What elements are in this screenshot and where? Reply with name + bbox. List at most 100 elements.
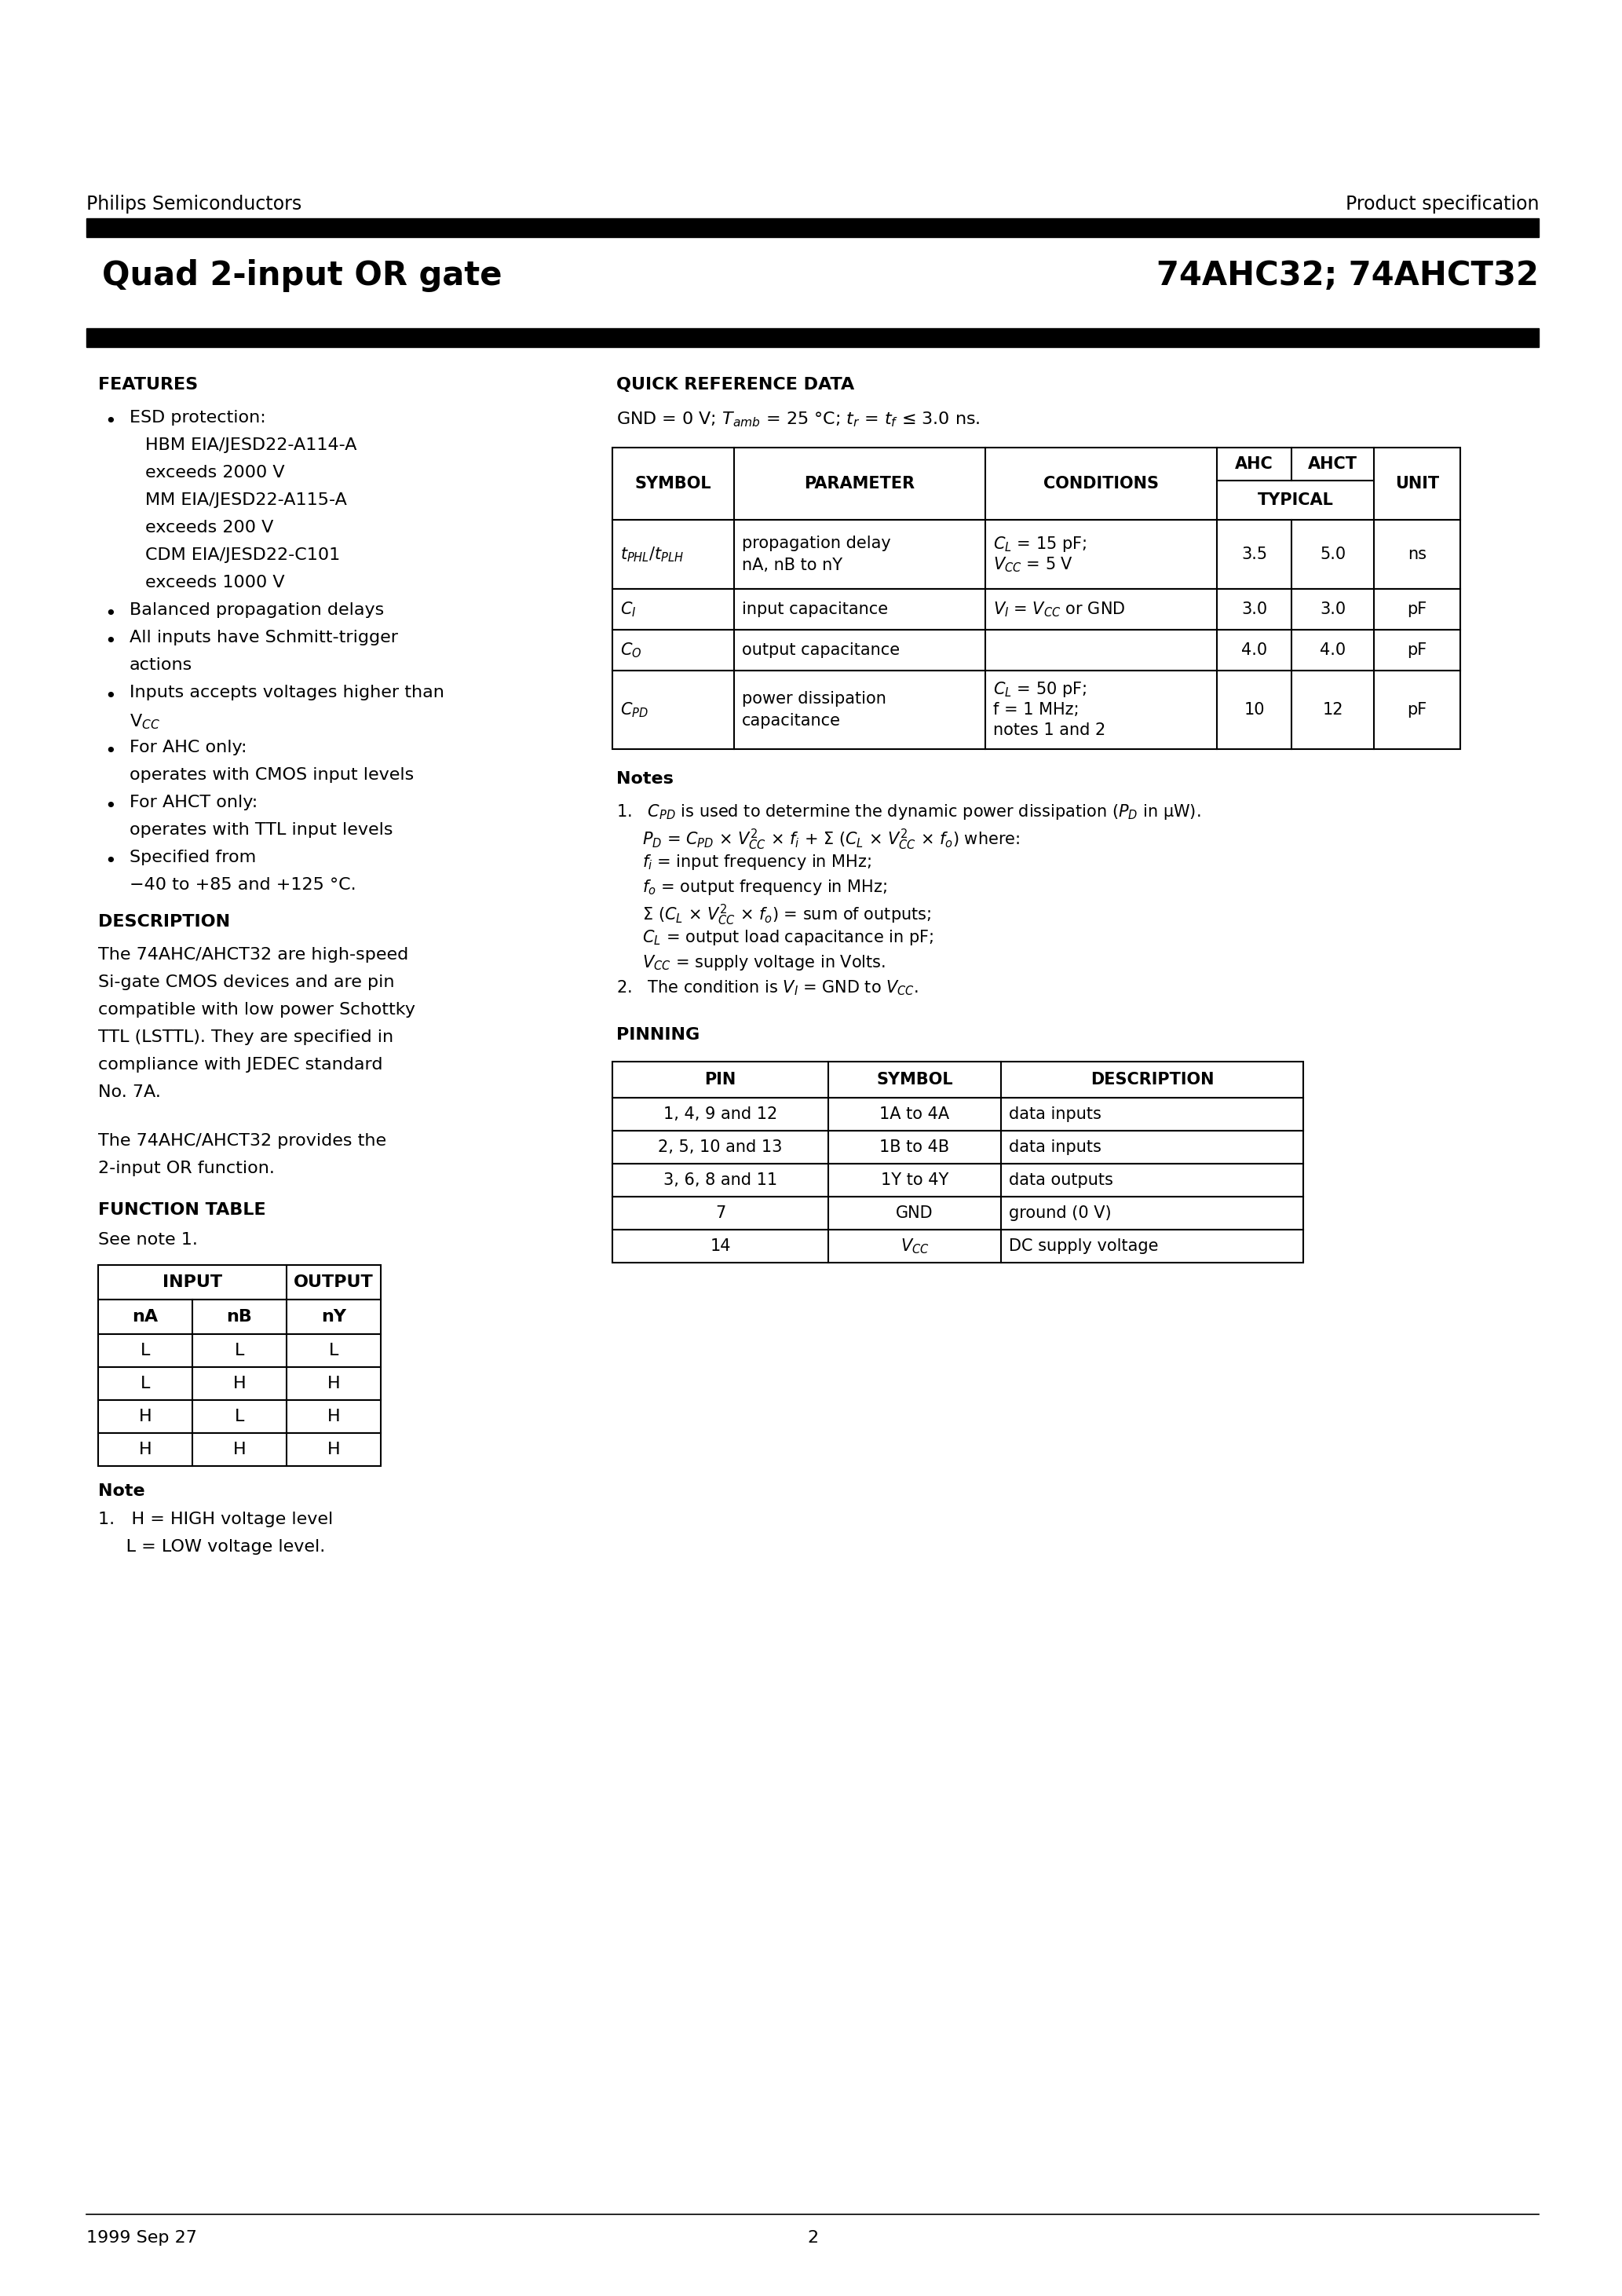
Text: CDM EIA/JESD22-C101: CDM EIA/JESD22-C101 (146, 546, 341, 563)
Bar (99, 1401, 381, 1433)
Text: Quad 2-input OR gate: Quad 2-input OR gate (102, 259, 503, 292)
Text: 3.0: 3.0 (1241, 602, 1267, 618)
Text: Σ ($C_L$ × $V_{CC}^2$ × $f_o$) = sum of outputs;: Σ ($C_L$ × $V_{CC}^2$ × $f_o$) = sum of … (616, 902, 931, 928)
Text: Balanced propagation delays: Balanced propagation delays (130, 602, 384, 618)
Text: Notes: Notes (616, 771, 673, 788)
Text: 4.0: 4.0 (1241, 643, 1267, 659)
Text: $C_L$ = 50 pF;: $C_L$ = 50 pF; (993, 680, 1087, 698)
Text: L: L (235, 1343, 245, 1359)
Text: L: L (141, 1343, 151, 1359)
Text: •: • (104, 604, 117, 625)
Text: $P_D$ = $C_{PD}$ × $V_{CC}^2$ × $f_i$ + Σ ($C_L$ × $V_{CC}^2$ × $f_o$) where:: $P_D$ = $C_{PD}$ × $V_{CC}^2$ × $f_i$ + … (616, 827, 1020, 852)
Text: pF: pF (1408, 643, 1427, 659)
Text: AHC: AHC (1234, 457, 1273, 473)
Text: 74AHC32; 74AHCT32: 74AHC32; 74AHCT32 (1156, 259, 1539, 292)
Text: FEATURES: FEATURES (99, 377, 198, 393)
Text: $V_{CC}$ = 5 V: $V_{CC}$ = 5 V (993, 556, 1074, 574)
Bar (613, 629, 1460, 670)
Text: nA: nA (133, 1309, 159, 1325)
Text: pF: pF (1408, 602, 1427, 618)
Text: $V_{CC}$: $V_{CC}$ (900, 1238, 929, 1256)
Text: PARAMETER: PARAMETER (805, 475, 915, 491)
Text: 1A to 4A: 1A to 4A (879, 1107, 949, 1123)
Text: H: H (328, 1375, 341, 1391)
Text: MM EIA/JESD22-A115-A: MM EIA/JESD22-A115-A (146, 491, 347, 507)
Text: $f_o$ = output frequency in MHz;: $f_o$ = output frequency in MHz; (616, 877, 887, 898)
Text: input capacitance: input capacitance (741, 602, 887, 618)
Text: nB: nB (227, 1309, 253, 1325)
Text: 3.0: 3.0 (1320, 602, 1346, 618)
Text: •: • (104, 852, 117, 870)
Text: compatible with low power Schottky: compatible with low power Schottky (99, 1001, 415, 1017)
Text: HBM EIA/JESD22-A114-A: HBM EIA/JESD22-A114-A (146, 436, 357, 452)
Text: 2, 5, 10 and 13: 2, 5, 10 and 13 (659, 1139, 782, 1155)
Text: 10: 10 (1244, 703, 1265, 719)
Text: No. 7A.: No. 7A. (99, 1084, 161, 1100)
Bar (613, 670, 1460, 748)
Bar (613, 588, 1460, 629)
Text: 3.5: 3.5 (1241, 546, 1267, 563)
Text: 12: 12 (1322, 703, 1343, 719)
Bar (99, 1433, 381, 1467)
Text: •: • (104, 631, 117, 652)
Text: propagation delay: propagation delay (741, 535, 890, 551)
Text: f = 1 MHz;: f = 1 MHz; (993, 703, 1079, 719)
Text: GND = 0 V; $T_{amb}$ = 25 °C; $t_{r}$ = $t_{f}$ ≤ 3.0 ns.: GND = 0 V; $T_{amb}$ = 25 °C; $t_{r}$ = … (616, 411, 980, 429)
Text: L: L (329, 1343, 339, 1359)
Text: QUICK REFERENCE DATA: QUICK REFERENCE DATA (616, 377, 855, 393)
Text: For AHCT only:: For AHCT only: (130, 794, 258, 810)
Text: 14: 14 (710, 1238, 732, 1254)
Text: operates with TTL input levels: operates with TTL input levels (130, 822, 393, 838)
Text: GND: GND (895, 1205, 933, 1221)
Text: CONDITIONS: CONDITIONS (1043, 475, 1158, 491)
Text: L = LOW voltage level.: L = LOW voltage level. (99, 1538, 326, 1554)
Text: actions: actions (130, 657, 193, 673)
Text: Si-gate CMOS devices and are pin: Si-gate CMOS devices and are pin (99, 974, 394, 990)
Bar (613, 1196, 1302, 1231)
Text: $C_L$ = 15 pF;: $C_L$ = 15 pF; (993, 535, 1087, 553)
Bar (86, 328, 1539, 347)
Text: Inputs accepts voltages higher than: Inputs accepts voltages higher than (130, 684, 444, 700)
Text: $C_{PD}$: $C_{PD}$ (620, 700, 649, 719)
Bar (99, 1265, 381, 1300)
Text: Philips Semiconductors: Philips Semiconductors (86, 195, 302, 214)
Text: 5.0: 5.0 (1320, 546, 1346, 563)
Text: ESD protection:: ESD protection: (130, 411, 266, 425)
Text: DESCRIPTION: DESCRIPTION (1090, 1072, 1213, 1088)
Text: INPUT: INPUT (162, 1274, 222, 1290)
Text: nY: nY (321, 1309, 345, 1325)
Text: SYMBOL: SYMBOL (634, 475, 712, 491)
Bar (613, 1231, 1302, 1263)
Text: FUNCTION TABLE: FUNCTION TABLE (99, 1203, 266, 1217)
Text: •: • (104, 742, 117, 760)
Text: $C_L$ = output load capacitance in pF;: $C_L$ = output load capacitance in pF; (616, 928, 934, 946)
Text: Product specification: Product specification (1345, 195, 1539, 214)
Text: 1, 4, 9 and 12: 1, 4, 9 and 12 (663, 1107, 777, 1123)
Text: 2: 2 (808, 2229, 817, 2245)
Text: 1999 Sep 27: 1999 Sep 27 (86, 2229, 196, 2245)
Bar (613, 1097, 1302, 1130)
Text: 1Y to 4Y: 1Y to 4Y (881, 1173, 949, 1187)
Text: notes 1 and 2: notes 1 and 2 (993, 723, 1106, 737)
Text: data inputs: data inputs (1009, 1139, 1101, 1155)
Text: exceeds 1000 V: exceeds 1000 V (146, 574, 285, 590)
Text: compliance with JEDEC standard: compliance with JEDEC standard (99, 1056, 383, 1072)
Bar (613, 1130, 1302, 1164)
Text: pF: pF (1408, 703, 1427, 719)
Bar (613, 448, 1460, 519)
Text: power dissipation: power dissipation (741, 691, 886, 707)
Text: exceeds 200 V: exceeds 200 V (146, 519, 274, 535)
Bar (613, 1164, 1302, 1196)
Bar (99, 1334, 381, 1366)
Text: 1.   H = HIGH voltage level: 1. H = HIGH voltage level (99, 1511, 333, 1527)
Text: nA, nB to nY: nA, nB to nY (741, 558, 842, 574)
Text: H: H (234, 1442, 247, 1458)
Text: SYMBOL: SYMBOL (876, 1072, 954, 1088)
Text: For AHC only:: For AHC only: (130, 739, 247, 755)
Bar (99, 1300, 381, 1334)
Text: H: H (139, 1442, 152, 1458)
Text: $f_i$ = input frequency in MHz;: $f_i$ = input frequency in MHz; (616, 852, 871, 872)
Text: •: • (104, 687, 117, 705)
Text: All inputs have Schmitt-trigger: All inputs have Schmitt-trigger (130, 629, 397, 645)
Text: The 74AHC/AHCT32 provides the: The 74AHC/AHCT32 provides the (99, 1134, 386, 1148)
